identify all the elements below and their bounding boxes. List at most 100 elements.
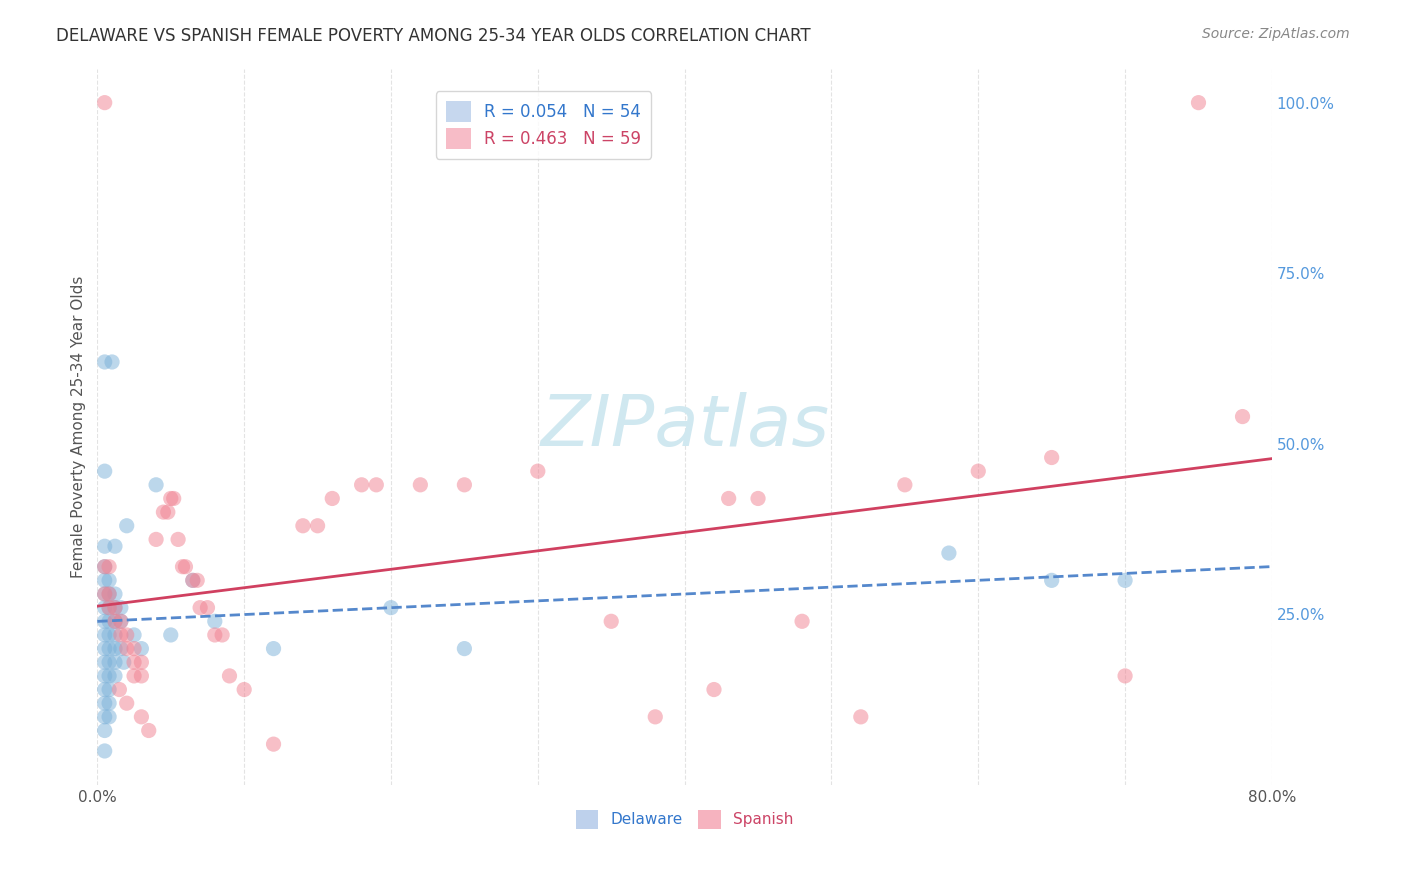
Point bbox=[204, 615, 226, 629]
Point bbox=[197, 600, 219, 615]
Point bbox=[145, 478, 167, 492]
Point bbox=[115, 628, 138, 642]
Point bbox=[218, 669, 240, 683]
Point bbox=[112, 655, 135, 669]
Point bbox=[110, 600, 132, 615]
Point bbox=[93, 355, 115, 369]
Point bbox=[115, 518, 138, 533]
Point bbox=[967, 464, 990, 478]
Point bbox=[98, 587, 121, 601]
Point bbox=[1114, 669, 1136, 683]
Point bbox=[122, 641, 145, 656]
Point bbox=[98, 600, 121, 615]
Point bbox=[131, 669, 153, 683]
Point bbox=[104, 615, 127, 629]
Point bbox=[93, 710, 115, 724]
Point bbox=[98, 655, 121, 669]
Point bbox=[409, 478, 432, 492]
Point bbox=[110, 628, 132, 642]
Point bbox=[644, 710, 666, 724]
Point bbox=[93, 641, 115, 656]
Point bbox=[93, 95, 115, 110]
Point bbox=[1187, 95, 1209, 110]
Point bbox=[98, 587, 121, 601]
Point bbox=[93, 559, 115, 574]
Point bbox=[104, 655, 127, 669]
Point bbox=[98, 682, 121, 697]
Point bbox=[167, 533, 190, 547]
Point bbox=[849, 710, 872, 724]
Point bbox=[110, 615, 132, 629]
Point bbox=[122, 628, 145, 642]
Point bbox=[93, 587, 115, 601]
Point bbox=[101, 355, 124, 369]
Point bbox=[104, 641, 127, 656]
Point bbox=[717, 491, 740, 506]
Point bbox=[98, 641, 121, 656]
Point bbox=[156, 505, 179, 519]
Point bbox=[163, 491, 186, 506]
Point bbox=[188, 600, 211, 615]
Point bbox=[159, 491, 181, 506]
Point bbox=[172, 559, 194, 574]
Point bbox=[938, 546, 960, 560]
Point bbox=[453, 478, 475, 492]
Point bbox=[1040, 450, 1063, 465]
Point bbox=[93, 723, 115, 738]
Point bbox=[93, 559, 115, 574]
Point bbox=[600, 615, 623, 629]
Point bbox=[366, 478, 388, 492]
Point bbox=[108, 682, 131, 697]
Point bbox=[747, 491, 769, 506]
Point bbox=[104, 669, 127, 683]
Point bbox=[122, 655, 145, 669]
Point bbox=[98, 669, 121, 683]
Point bbox=[159, 628, 181, 642]
Point bbox=[527, 464, 550, 478]
Point bbox=[98, 628, 121, 642]
Point bbox=[110, 615, 132, 629]
Point bbox=[307, 518, 329, 533]
Point bbox=[98, 574, 121, 588]
Y-axis label: Female Poverty Among 25-34 Year Olds: Female Poverty Among 25-34 Year Olds bbox=[72, 276, 86, 578]
Point bbox=[104, 600, 127, 615]
Point bbox=[204, 628, 226, 642]
Point bbox=[453, 641, 475, 656]
Point bbox=[104, 539, 127, 553]
Point bbox=[138, 723, 160, 738]
Point bbox=[350, 478, 373, 492]
Point bbox=[211, 628, 233, 642]
Point bbox=[174, 559, 197, 574]
Point bbox=[98, 696, 121, 710]
Point bbox=[152, 505, 174, 519]
Point bbox=[104, 615, 127, 629]
Point bbox=[131, 710, 153, 724]
Point bbox=[93, 464, 115, 478]
Point bbox=[93, 600, 115, 615]
Point bbox=[263, 641, 285, 656]
Point bbox=[98, 559, 121, 574]
Point bbox=[98, 710, 121, 724]
Point bbox=[380, 600, 402, 615]
Point bbox=[93, 628, 115, 642]
Point bbox=[790, 615, 813, 629]
Point bbox=[104, 628, 127, 642]
Point bbox=[186, 574, 208, 588]
Point bbox=[703, 682, 725, 697]
Point bbox=[1114, 574, 1136, 588]
Point bbox=[93, 574, 115, 588]
Point bbox=[93, 696, 115, 710]
Point bbox=[122, 669, 145, 683]
Point bbox=[894, 478, 917, 492]
Text: Source: ZipAtlas.com: Source: ZipAtlas.com bbox=[1202, 27, 1350, 41]
Point bbox=[181, 574, 204, 588]
Point bbox=[145, 533, 167, 547]
Text: DELAWARE VS SPANISH FEMALE POVERTY AMONG 25-34 YEAR OLDS CORRELATION CHART: DELAWARE VS SPANISH FEMALE POVERTY AMONG… bbox=[56, 27, 811, 45]
Point bbox=[291, 518, 314, 533]
Legend: Delaware, Spanish: Delaware, Spanish bbox=[569, 804, 800, 835]
Point bbox=[181, 574, 204, 588]
Point bbox=[93, 682, 115, 697]
Text: ZIPatlas: ZIPatlas bbox=[540, 392, 830, 461]
Point bbox=[1040, 574, 1063, 588]
Point bbox=[98, 600, 121, 615]
